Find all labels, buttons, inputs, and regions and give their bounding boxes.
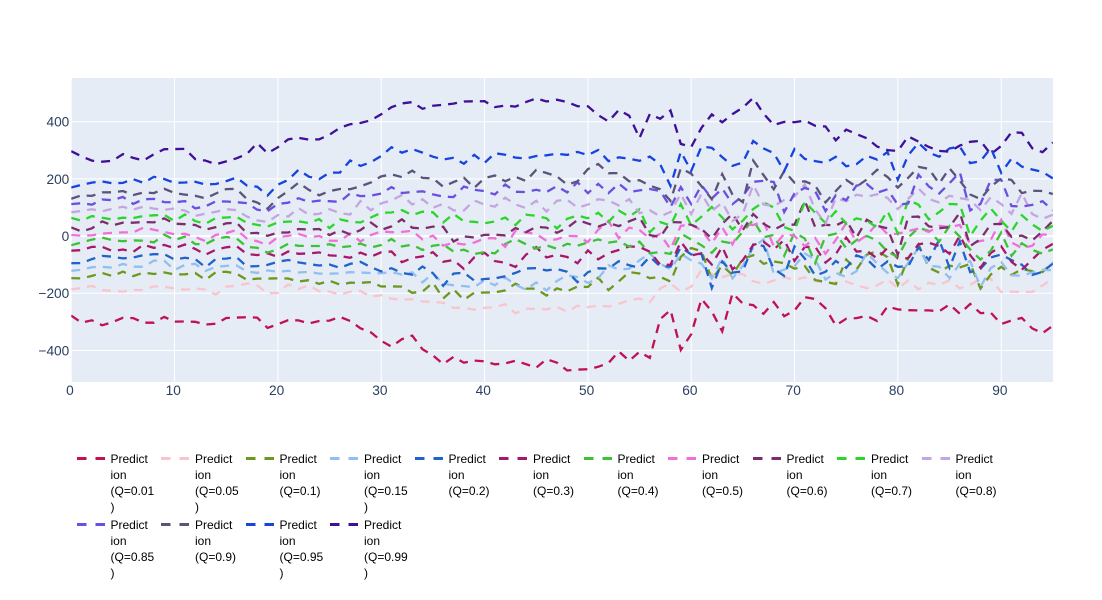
svg-text:0: 0: [62, 229, 70, 244]
svg-text:20: 20: [269, 383, 285, 398]
svg-text:90: 90: [992, 383, 1008, 398]
svg-text:60: 60: [682, 383, 698, 398]
svg-text:40: 40: [476, 383, 492, 398]
svg-text:30: 30: [372, 383, 388, 398]
svg-text:−200: −200: [38, 286, 69, 301]
svg-text:−400: −400: [38, 343, 69, 358]
svg-text:200: 200: [46, 172, 69, 187]
svg-text:70: 70: [786, 383, 802, 398]
svg-text:0: 0: [66, 383, 74, 398]
svg-text:50: 50: [579, 383, 595, 398]
svg-text:10: 10: [166, 383, 182, 398]
svg-text:80: 80: [889, 383, 905, 398]
svg-text:400: 400: [46, 115, 69, 130]
